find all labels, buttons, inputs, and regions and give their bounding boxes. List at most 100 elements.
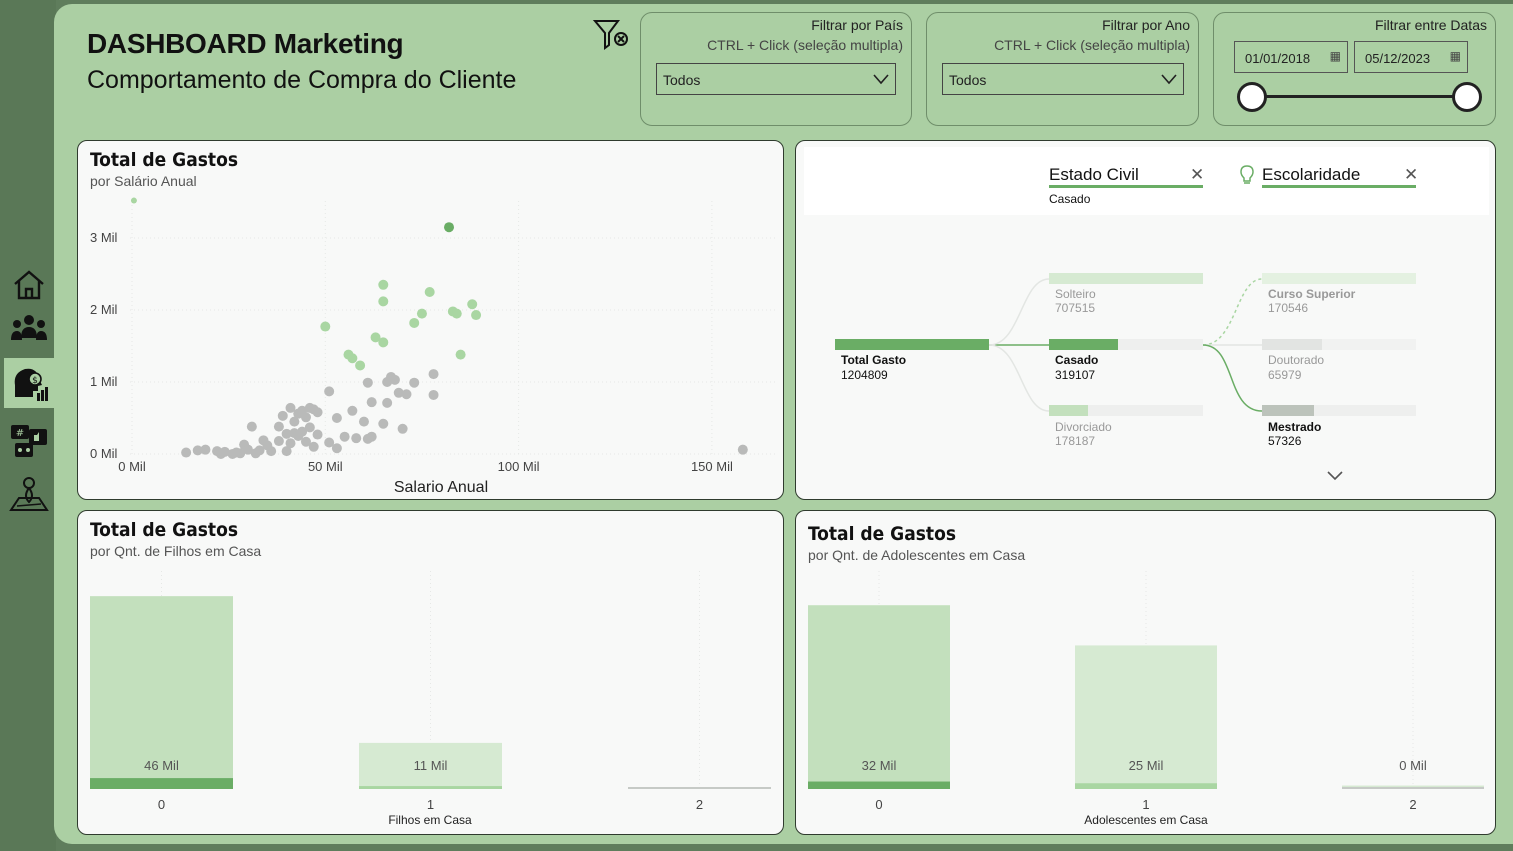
x-axis-label: Adolescentes em Casa: [1084, 813, 1208, 827]
tree-node-curso-superior[interactable]: [1262, 273, 1416, 284]
x-tick-label: 0 Mil: [118, 459, 146, 474]
tree-node-mestrado[interactable]: [1262, 405, 1416, 416]
tree-node-root-bar[interactable]: [835, 339, 989, 350]
tree-node-doutorado-value: 65979: [1268, 368, 1302, 382]
scatter-point: [215, 449, 226, 459]
scatter-point: [308, 441, 319, 452]
scatter-point: [246, 421, 257, 432]
date-range-end-handle[interactable]: [1452, 82, 1482, 112]
date-slicer-label: Filtrar entre Datas: [1374, 17, 1487, 33]
scatter-point: [281, 446, 292, 457]
date-range-start-handle[interactable]: [1237, 82, 1267, 112]
year-dropdown[interactable]: Todos: [942, 63, 1184, 95]
start-date-value: 01/01/2018: [1245, 51, 1311, 66]
tree-node-root-label: Total Gasto: [841, 353, 907, 367]
scatter-point: [393, 387, 404, 398]
escolaridade-underline: [1262, 185, 1416, 188]
country-slicer: Filtrar por País CTRL + Click (seleção m…: [640, 12, 912, 126]
nav-map-button[interactable]: [6, 470, 52, 516]
year-slicer-label: Filtrar por Ano: [1102, 17, 1190, 33]
scatter-point: [409, 377, 420, 388]
bar-highlight: [359, 786, 502, 789]
end-date-input[interactable]: 05/12/2023 ▦: [1354, 41, 1468, 73]
tree-header-band: [804, 147, 1489, 215]
bar: [1075, 645, 1217, 789]
year-slicer-hint: CTRL + Click (seleção multipla): [994, 37, 1190, 53]
country-dropdown[interactable]: Todos: [656, 63, 896, 95]
scatter-point: [324, 437, 335, 448]
scatter-point: [416, 308, 427, 319]
calendar-icon: ▦: [1449, 49, 1461, 63]
tree-node-curso-superior-value: 170546: [1268, 301, 1309, 315]
scatter-subtitle: por Salário Anual: [90, 173, 197, 189]
scatter-point: [331, 413, 342, 423]
x-tick-label: 1: [1142, 797, 1149, 812]
bar: [90, 596, 233, 789]
scatter-point: [300, 412, 311, 423]
tree-node-divorciado[interactable]: [1049, 405, 1203, 416]
scatter-point: [285, 402, 296, 413]
tree-node-casado[interactable]: [1049, 339, 1203, 350]
estado-civil-field: Estado Civil: [1049, 165, 1139, 184]
scatter-point: [382, 397, 393, 408]
children-bar-title: Total de Gastos: [90, 519, 239, 541]
tree-connectors: [988, 278, 1263, 412]
scatter-point: [428, 389, 439, 400]
scatter-point: [397, 423, 408, 434]
scatter-point: [424, 287, 435, 297]
children-bar-chart: 46 Mil 0 11 Mil 1 2 Filhos em Casa: [90, 571, 771, 827]
bar-data-label: 46 Mil: [144, 758, 179, 773]
end-date-value: 05/12/2023: [1365, 51, 1431, 66]
tree-node-doutorado[interactable]: [1262, 339, 1416, 350]
scatter-point: [312, 407, 323, 418]
x-tick-label: 150 Mil: [691, 459, 733, 474]
scatter-point: [347, 405, 358, 416]
x-axis-label: Salario Anual: [394, 479, 488, 496]
nav-social-media-button[interactable]: #: [6, 418, 52, 464]
scatter-point: [277, 410, 288, 421]
x-tick-label: 2: [1409, 797, 1416, 812]
scatter-point: [362, 377, 373, 388]
nav-customer-spending-button[interactable]: $: [4, 358, 54, 408]
tree-node-doutorado-label: Doutorado: [1268, 353, 1325, 367]
scatter-point: [401, 389, 412, 400]
nav-people-button[interactable]: [6, 306, 52, 352]
scatter-point: [293, 431, 304, 441]
teens-bar-chart: 32 Mil 0 25 Mil 1 0 Mil 2 Adolescentes em Casa: [808, 571, 1484, 827]
tree-node-casado-label: Casado: [1055, 353, 1099, 367]
scatter-point: [467, 299, 478, 310]
lightbulb-icon[interactable]: [1240, 165, 1254, 189]
scatter-point: [370, 332, 381, 343]
clear-filters-button[interactable]: [592, 18, 630, 52]
bar-highlight: [1075, 783, 1217, 789]
x-tick-label: 2: [696, 797, 703, 812]
year-slicer: Filtrar por Ano CTRL + Click (seleção mu…: [926, 12, 1199, 126]
chevron-down-icon: [873, 74, 889, 85]
remove-estado-civil-button[interactable]: ✕: [1190, 165, 1205, 184]
scatter-point: [312, 429, 323, 440]
x-tick-label: 50 Mil: [308, 459, 343, 474]
tree-node-solteiro[interactable]: [1049, 273, 1203, 284]
scatter-point: [378, 337, 389, 348]
scatter-point: [289, 416, 300, 427]
scatter-point: [358, 416, 369, 427]
bar-data-label: 32 Mil: [862, 758, 897, 773]
svg-text:$: $: [32, 376, 38, 386]
chevron-down-icon: [1327, 471, 1343, 481]
scatter-point: [389, 374, 400, 385]
bar: [808, 605, 950, 789]
bar-highlight: [808, 781, 950, 789]
bar-highlight: [1342, 787, 1484, 789]
x-axis-label: Filhos em Casa: [388, 813, 472, 827]
remove-escolaridade-button[interactable]: ✕: [1404, 165, 1419, 184]
tree-node-solteiro-value: 707515: [1055, 301, 1096, 315]
tree-node-casado-value: 319107: [1055, 368, 1096, 382]
bar-data-label: 11 Mil: [414, 758, 448, 773]
date-range-track[interactable]: [1252, 95, 1468, 98]
teens-bar-panel: Total de Gastos por Qnt. de Adolescentes…: [795, 510, 1496, 835]
nav-home-button[interactable]: [6, 262, 52, 308]
start-date-input[interactable]: 01/01/2018 ▦: [1234, 41, 1348, 73]
expand-tree-button[interactable]: [1326, 467, 1344, 486]
scatter-point: [273, 421, 284, 432]
chevron-down-icon: [1161, 74, 1177, 85]
